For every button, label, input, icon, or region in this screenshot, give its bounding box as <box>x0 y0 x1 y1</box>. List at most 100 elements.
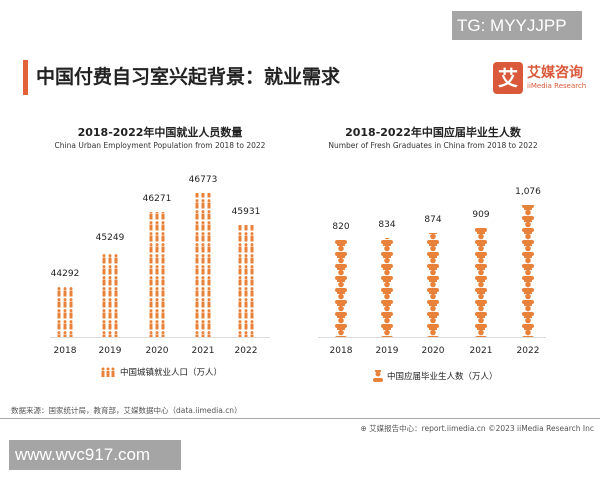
graduate-icon <box>334 241 348 256</box>
people-icon <box>148 326 166 337</box>
people-icon <box>237 260 255 275</box>
pictogram-bar <box>331 240 351 337</box>
people-icon <box>237 224 255 231</box>
graduate-icon <box>521 241 535 256</box>
data-label: 45931 <box>231 206 261 217</box>
x-tick-label: 2022 <box>516 346 540 356</box>
data-label: 834 <box>378 220 396 231</box>
graduate-icon <box>474 265 488 280</box>
logo-cn: 艾媒咨询 <box>527 65 583 81</box>
data-label: 44292 <box>50 269 80 279</box>
people-icon <box>148 227 166 242</box>
people-icon <box>101 251 119 264</box>
pictogram-bar <box>471 228 491 337</box>
logo: 艾 艾媒咨询 iiMedia Research <box>493 62 593 100</box>
people-icon <box>148 238 166 253</box>
graduate-icon <box>474 228 488 232</box>
people-icon <box>56 315 74 330</box>
data-label: 820 <box>332 222 350 232</box>
pictogram-bar <box>236 224 256 337</box>
chart1-title: 2018-2022年中国就业人员数量 <box>77 126 243 139</box>
graduate-icon <box>373 370 383 382</box>
people-icon <box>194 249 212 264</box>
pictogram-bar <box>55 287 75 337</box>
graduate-icon <box>380 301 394 316</box>
people-icon <box>148 249 166 264</box>
chart2-title: 2018-2022年中国应届毕业生人数 <box>345 126 521 139</box>
people-icon <box>148 293 166 308</box>
pictogram-bar <box>100 251 120 337</box>
graduate-icon <box>474 325 488 337</box>
people-icon <box>56 293 74 308</box>
graduate-icon <box>426 301 440 316</box>
graduate-icon <box>380 289 394 304</box>
graduate-icon <box>474 277 488 292</box>
graduate-icon <box>426 253 440 268</box>
people-icon <box>237 227 255 242</box>
people-icon <box>194 293 212 308</box>
people-icon <box>194 216 212 231</box>
graduate-icon <box>334 313 348 328</box>
people-icon <box>194 282 212 297</box>
people-icon <box>237 326 255 337</box>
graduate-icon <box>334 301 348 316</box>
people-icon <box>237 271 255 286</box>
x-tick-label: 2019 <box>98 346 122 356</box>
footer-credit: ⊕ 艾媒报告中心：report.iimedia.cn ©2023 iiMedia… <box>360 424 594 433</box>
people-icon <box>101 315 119 330</box>
people-icon <box>148 216 166 231</box>
logo-mark: 艾 <box>493 62 523 94</box>
graduate-icon <box>380 253 394 268</box>
people-icon <box>56 326 74 337</box>
watermark-top: TG: MYYJJPP <box>452 11 582 40</box>
graduate-icon <box>521 313 535 328</box>
graduate-icon <box>521 265 535 280</box>
graduate-icon <box>521 289 535 304</box>
pictogram-bar <box>377 238 397 337</box>
people-icon <box>101 260 119 275</box>
people-icon <box>237 304 255 319</box>
graduate-icon <box>380 325 394 337</box>
footer-divider <box>0 418 600 419</box>
x-tick-label: 2021 <box>469 346 493 356</box>
pictogram-bar <box>423 232 443 337</box>
people-icon <box>237 293 255 308</box>
graduate-icon <box>521 205 535 220</box>
x-tick-label: 2020 <box>421 346 445 356</box>
pictogram-bar <box>518 204 538 337</box>
people-icon <box>101 293 119 308</box>
graduate-icon <box>521 277 535 292</box>
graduate-icon <box>474 301 488 316</box>
graduate-icon <box>521 229 535 244</box>
graduate-icon <box>474 241 488 256</box>
people-icon <box>237 315 255 330</box>
people-icon <box>101 304 119 319</box>
graduate-icon <box>334 325 348 337</box>
x-tick-label: 2018 <box>329 346 353 356</box>
graduate-icon <box>521 301 535 316</box>
page-title: 中国付费自习室兴起背景：就业需求 <box>36 66 341 88</box>
chart1-legend: 中国城镇就业人口（万人） <box>100 366 222 378</box>
data-label: 45249 <box>95 232 125 243</box>
people-icon <box>194 271 212 286</box>
graduate-icon <box>334 240 348 244</box>
people-icon <box>148 260 166 275</box>
graduate-icon <box>380 313 394 328</box>
people-icon <box>237 282 255 297</box>
chart1-legend-label: 中国城镇就业人口（万人） <box>120 368 223 378</box>
chart1-axis <box>50 337 270 338</box>
data-label: 909 <box>472 209 490 220</box>
graduate-icon <box>426 277 440 292</box>
people-icon <box>101 367 115 377</box>
graduate-icon <box>426 232 440 244</box>
people-icon <box>194 192 212 198</box>
graduate-icon <box>521 253 535 268</box>
people-icon <box>148 282 166 297</box>
graduate-icon <box>334 289 348 304</box>
x-tick-label: 2020 <box>145 346 169 356</box>
people-icon <box>148 315 166 330</box>
logo-en: iiMedia Research <box>527 82 587 90</box>
chart2-legend: 中国应届毕业生人数（万人） <box>373 370 498 382</box>
title-accent-bar <box>23 60 28 95</box>
people-icon <box>194 194 212 209</box>
